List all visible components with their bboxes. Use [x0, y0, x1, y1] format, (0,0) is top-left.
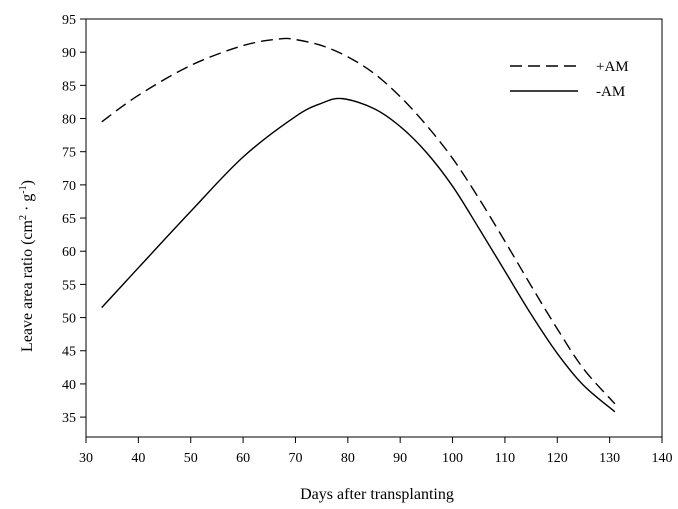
y-tick-label: 55	[62, 278, 76, 293]
x-tick-label: 130	[599, 451, 620, 466]
series-line-plusminus-am	[101, 37, 616, 405]
y-tick-label: 45	[62, 345, 76, 360]
x-tick-label: 90	[393, 451, 407, 466]
x-tick-label: 110	[495, 451, 515, 466]
y-tick-label: 65	[62, 212, 76, 227]
legend: +AM -AM	[510, 59, 629, 100]
x-tick-label: 30	[79, 451, 93, 466]
plot-area	[101, 37, 616, 413]
x-tick-label: 80	[341, 451, 355, 466]
series-line-minus-am	[101, 97, 616, 413]
y-tick-label: 90	[62, 46, 76, 61]
plot-frame	[85, 18, 663, 438]
y-tick-label: 85	[62, 79, 76, 94]
y-tick-label: 75	[62, 146, 76, 161]
x-tick-label: 140	[652, 451, 673, 466]
x-tick-label: 120	[547, 451, 568, 466]
y-tick-label: 35	[62, 411, 76, 426]
y-axis-title: Leave area ratio (cm2 · g-1)	[18, 180, 36, 352]
y-tick-label: 60	[62, 245, 76, 260]
y-tick-label: 80	[62, 113, 76, 128]
y-tick-label: 95	[62, 13, 76, 28]
x-tick-label: 60	[236, 451, 250, 466]
x-tick-label: 40	[131, 451, 145, 466]
axes: 30 40 50 60 70 80 90 100 110 120 130 140 35 40 45 50 55 6…	[62, 13, 673, 466]
legend-label-plusminus-am: +AM	[596, 59, 629, 75]
y-tick-label: 70	[62, 179, 76, 194]
y-tick-label: 40	[62, 378, 76, 393]
y-tick-label: 50	[62, 312, 76, 327]
legend-label-minus-am: -AM	[596, 84, 625, 100]
x-axis-title: Days after transplanting	[300, 486, 454, 503]
x-tick-label: 70	[288, 451, 302, 466]
x-tick-label: 50	[184, 451, 198, 466]
x-tick-label: 100	[442, 451, 463, 466]
